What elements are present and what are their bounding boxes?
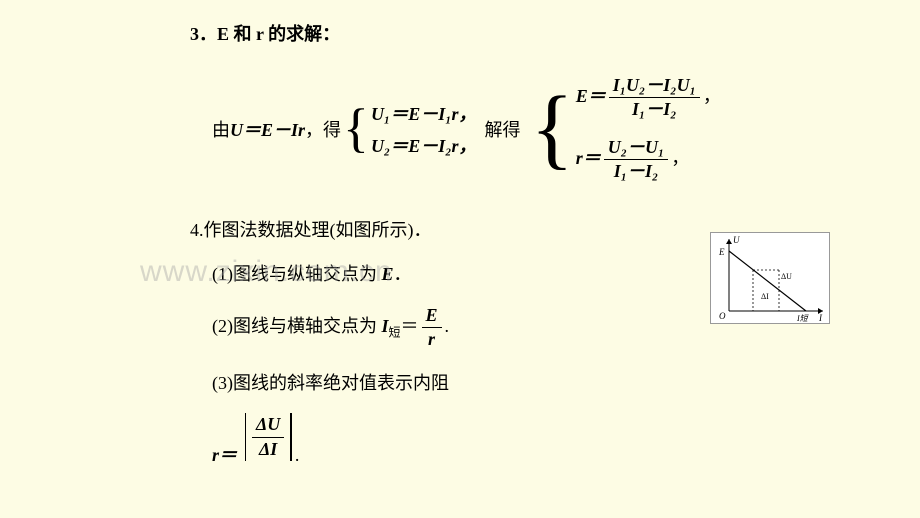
- item4-prefix: r＝: [212, 445, 237, 465]
- main-equation: U＝E－Ir: [230, 116, 305, 142]
- solution-system: { E＝I₁U₂－I₂U₁I₁－I₂， r＝U₂－U₁I₁－I₂，: [529, 74, 721, 184]
- sys1-line2: U₂＝E－I₂r，: [371, 132, 477, 158]
- item2-prefix: (2)图线与横轴交点为: [212, 316, 382, 336]
- system-1: { U₁＝E－I₁r， U₂＝E－I₂r，: [341, 100, 477, 158]
- sol-r-num: U₂－U₁: [604, 136, 669, 160]
- sol-r-prefix: r＝: [576, 148, 601, 168]
- item2-num: E: [422, 304, 442, 328]
- prefix-text: 由: [212, 116, 230, 142]
- trail-comma-2: ，: [671, 148, 689, 168]
- chart-dI-label: ΔI: [761, 292, 769, 301]
- item2-var: I: [382, 316, 389, 336]
- sol-E-den: I₁－I₂: [628, 98, 681, 121]
- item2-sub: 短: [389, 325, 401, 339]
- item1-prefix: (1)图线与纵轴交点为: [212, 264, 382, 284]
- item4-num: ΔU: [252, 413, 284, 437]
- sol-E-prefix: E＝: [576, 86, 606, 106]
- sol-r-den: I₁－I₂: [610, 160, 663, 183]
- solution-E: E＝I₁U₂－I₂U₁I₁－I₂ ，: [576, 74, 721, 122]
- item2-den: r: [424, 328, 439, 351]
- item2-end: .: [445, 316, 450, 336]
- equation-row: 由 U＝E－Ir ，得 { U₁＝E－I₁r， U₂＝E－I₂r， 解得 { E…: [212, 74, 920, 184]
- item-3: (3)图线的斜率绝对值表示内阻: [212, 369, 920, 395]
- chart-xint-label: I短: [796, 314, 810, 323]
- section3-title: 3．E 和 r 的求解：: [190, 20, 920, 46]
- comma-de: ，得: [305, 116, 341, 142]
- chart-origin-label: O: [719, 311, 726, 321]
- sol-E-num: I₁U₂－I₂U₁: [609, 74, 700, 98]
- item-4: r＝ ΔUΔI .: [212, 413, 920, 467]
- chart-x-label: I: [818, 313, 823, 323]
- sys1-line1: U₁＝E－I₁r，: [371, 100, 477, 126]
- solution-r: r＝U₂－U₁I₁－I₂ ，: [576, 136, 721, 184]
- item4-den: ΔI: [255, 438, 281, 461]
- item1-end: ．: [394, 264, 412, 284]
- abs-bar-right-icon: [290, 413, 292, 461]
- item1-var: E: [382, 264, 394, 284]
- chart-E-label: E: [718, 247, 725, 257]
- chart-y-label: U: [733, 235, 740, 245]
- solve-label: 解得: [485, 116, 521, 142]
- trail-comma-1: ，: [703, 86, 721, 106]
- chart-dU-label: ΔU: [781, 272, 792, 281]
- item4-end: .: [295, 445, 300, 465]
- graph-thumbnail: U E O I I短 ΔU ΔI: [710, 232, 830, 324]
- left-brace-tall-icon: {: [531, 95, 574, 163]
- abs-bar-left-icon: [245, 413, 247, 461]
- left-brace-icon: {: [343, 107, 369, 150]
- item2-eq: ＝: [401, 316, 419, 336]
